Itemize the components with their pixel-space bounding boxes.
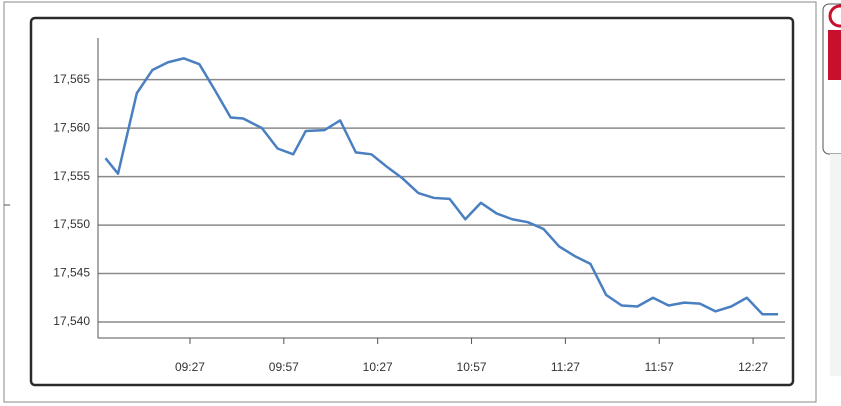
plot: 17,540 17,545 17,550 17,555 17,560 17,565 09:2… — [53, 38, 785, 374]
side-strip — [830, 154, 841, 376]
x-tick-label: 09:57 — [269, 360, 299, 374]
chart-box — [29, 16, 795, 387]
side-panel-header — [828, 30, 841, 80]
y-tick-label: 17,555 — [53, 169, 90, 183]
x-tick-label: 10:27 — [363, 360, 393, 374]
x-tick-label: 10:57 — [457, 360, 487, 374]
x-tick-label: 11:57 — [645, 360, 674, 374]
y-tick-label: 17,560 — [53, 120, 90, 134]
y-tick-label: 17,565 — [53, 72, 90, 86]
y-tick-label: 17,545 — [53, 266, 90, 280]
x-tick-label: 12:27 — [738, 360, 768, 374]
x-tick-label: 09:27 — [175, 360, 205, 374]
x-tick-label: 11:27 — [551, 360, 580, 374]
y-tick-label: 17,540 — [53, 314, 90, 328]
y-tick-label: 17,550 — [53, 217, 90, 231]
price-line — [104, 57, 779, 316]
side-icon — [828, 4, 841, 28]
